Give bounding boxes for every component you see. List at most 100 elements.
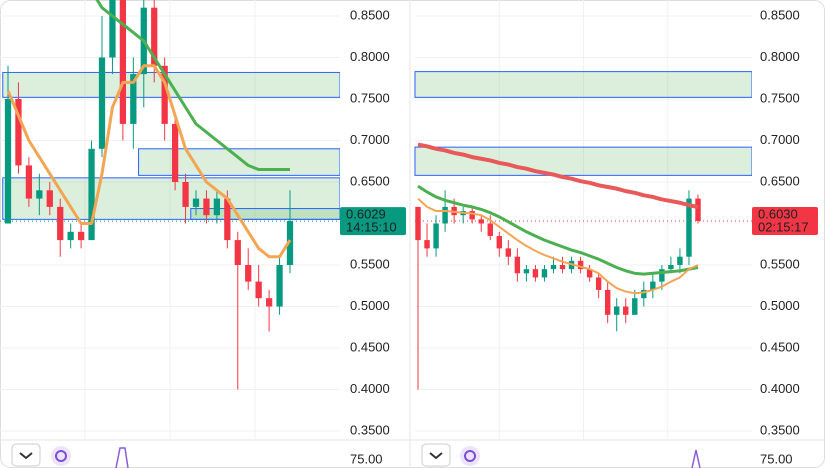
- moving-average: [95, 0, 290, 172]
- candle-body: [46, 190, 53, 207]
- candle-body: [192, 198, 200, 207]
- candle-body: [614, 306, 620, 315]
- candle-body: [98, 57, 106, 149]
- candle-body: [77, 231, 85, 241]
- candle-body: [415, 206, 421, 241]
- candle-body: [487, 223, 493, 236]
- y-tick-label: 0.8500: [350, 7, 390, 22]
- candle-body: [695, 198, 701, 222]
- candle-body: [532, 269, 539, 278]
- chevron-icon: [429, 452, 443, 460]
- indicator-line: [115, 447, 129, 468]
- candle-body: [604, 289, 611, 315]
- left-controls: [11, 443, 129, 468]
- chevron-icon: [19, 452, 33, 460]
- y-tick-label: 0.8000: [760, 49, 800, 64]
- y-tick-label: 0.6500: [350, 173, 390, 188]
- candle-body: [469, 211, 475, 220]
- candle-body: [514, 256, 521, 274]
- price-tag-countdown: 14:15:10: [346, 220, 397, 235]
- candle-body: [25, 165, 33, 199]
- candle-body: [151, 7, 158, 66]
- y-tick-label: 0.7000: [350, 132, 390, 147]
- candle-body: [130, 74, 137, 124]
- moving-average: [417, 197, 699, 295]
- candle-body: [15, 99, 22, 166]
- candle-body: [255, 281, 262, 299]
- price-tag-countdown: 02:15:17: [758, 219, 809, 234]
- candle-body: [632, 298, 638, 315]
- refresh-button[interactable]: [460, 446, 480, 466]
- candle-body: [577, 260, 584, 270]
- zone: [190, 208, 340, 220]
- y-tick-label: 0.7500: [350, 90, 390, 105]
- y-tick-label: 0.3500: [760, 422, 800, 437]
- y-tick-label: 0.4500: [760, 339, 800, 354]
- refresh-icon: [55, 450, 67, 462]
- price-tag-value: 0.6030: [758, 206, 798, 221]
- candle-body: [265, 298, 273, 307]
- candle-body: [36, 190, 43, 199]
- candle-body: [686, 198, 692, 257]
- zone: [414, 146, 752, 176]
- moving-average: [417, 142, 699, 209]
- collapse-button[interactable]: [11, 443, 41, 467]
- candle-body: [234, 240, 241, 265]
- y-tick-label: 0.4000: [760, 381, 800, 396]
- y-tick-label: 0.5500: [760, 256, 800, 271]
- candle-body: [442, 206, 448, 224]
- candle-body: [586, 269, 593, 278]
- y-tick-label: 0.6500: [760, 173, 800, 188]
- candle-body: [505, 248, 512, 257]
- y-tick-label: 0.7000: [760, 132, 800, 147]
- candle-body: [641, 289, 647, 299]
- candle-body: [286, 221, 294, 265]
- candle-body: [182, 182, 189, 207]
- candle-body: [171, 123, 179, 182]
- candle-body: [57, 206, 64, 241]
- candle-body: [595, 277, 602, 290]
- candle-body: [4, 99, 12, 224]
- plot-area: [0, 0, 340, 390]
- y-tick-label: 0.7500: [760, 90, 800, 105]
- candle-body: [677, 256, 683, 265]
- candle-body: [496, 235, 502, 249]
- y-tick-label: 0.5500: [350, 256, 390, 271]
- candle-body: [433, 223, 439, 249]
- candle-body: [245, 265, 252, 282]
- zone: [414, 71, 752, 98]
- indicator-tick-label: 75.00: [350, 451, 383, 466]
- price-tag: [340, 207, 406, 236]
- y-tick-label: 0.3500: [350, 422, 390, 437]
- right-controls: [421, 443, 701, 468]
- candle-body: [161, 65, 168, 124]
- candle-body: [276, 265, 283, 307]
- moving-average: [6, 64, 292, 259]
- plot-area: [414, 71, 752, 390]
- refresh-button[interactable]: [51, 446, 71, 466]
- candle-body: [424, 240, 430, 249]
- candle-body: [478, 219, 484, 224]
- candle-body: [650, 281, 656, 290]
- y-tick-label: 0.4000: [350, 381, 390, 396]
- price-tag: [752, 207, 818, 236]
- candle-body: [668, 265, 674, 270]
- moving-average: [417, 184, 699, 276]
- candle-body: [523, 269, 530, 274]
- refresh-icon: [464, 450, 476, 462]
- indicator-tick-label: 75.00: [760, 451, 793, 466]
- zone: [138, 148, 340, 176]
- y-tick-label: 0.8500: [760, 7, 800, 22]
- indicator-line: [691, 449, 701, 468]
- candle-body: [559, 265, 566, 270]
- candle-body: [119, 0, 127, 124]
- zone: [2, 71, 340, 98]
- candle-body: [623, 306, 629, 315]
- candle-body: [224, 198, 231, 241]
- collapse-button[interactable]: [421, 443, 451, 467]
- candle-body: [109, 0, 116, 58]
- candle-body: [541, 269, 548, 278]
- candle-body: [203, 198, 210, 216]
